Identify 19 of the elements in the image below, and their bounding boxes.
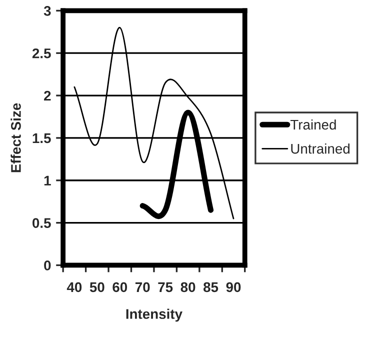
y-tick-label: 1.5 <box>32 133 51 144</box>
x-tick-label: 40 <box>66 282 82 292</box>
y-tick-label: 3 <box>44 6 51 16</box>
x-tick-label: 90 <box>226 282 241 292</box>
legend-label: Untrained <box>291 144 350 154</box>
x-tick-label: 50 <box>90 282 104 292</box>
y-tick-label: 2.5 <box>32 48 51 58</box>
y-tick-label: 0 <box>44 260 51 270</box>
x-tick-label: 60 <box>112 282 128 292</box>
x-tick-label: 80 <box>180 282 196 292</box>
x-tick-label: 75 <box>158 282 173 292</box>
x-tick-label: 70 <box>135 282 150 292</box>
x-axis-title: Intensity <box>126 308 182 322</box>
y-tick-label: 0.5 <box>32 218 51 228</box>
y-tick-label: 1 <box>44 176 51 186</box>
y-axis-title: Effect Size <box>10 103 21 172</box>
x-tick-label: 85 <box>203 282 218 292</box>
y-tick-label: 2 <box>44 90 51 101</box>
legend-label: Trained <box>290 119 336 130</box>
